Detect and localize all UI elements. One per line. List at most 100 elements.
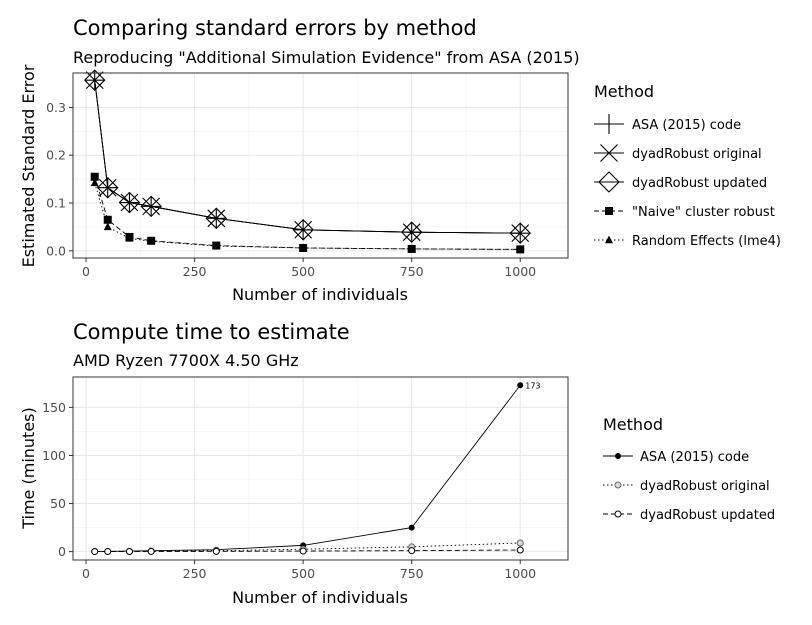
se-panel-border xyxy=(72,72,569,259)
se-y-tick-label: 0.2 xyxy=(46,148,66,163)
point-dyadrobust-updated xyxy=(205,207,228,230)
time-x-tick-label: 500 xyxy=(291,566,315,581)
time-y-axis-title: Time (minutes) xyxy=(19,407,38,530)
legend-label: dyadRobust updated xyxy=(632,176,767,191)
time-y-tick-label: 150 xyxy=(42,400,66,415)
legend-key-marker xyxy=(598,171,620,193)
point-dyadrobust-updated xyxy=(400,221,423,243)
legend-key-marker xyxy=(605,235,613,244)
point-random-effects-lme4 xyxy=(212,241,221,250)
time-grid xyxy=(73,377,568,560)
line-dyadrobust-updated xyxy=(94,80,521,234)
point-dyadrobust-updated xyxy=(96,176,119,199)
point-random-effects-lme4 xyxy=(407,244,416,253)
se-y-tick-label: 0.1 xyxy=(46,196,66,211)
point-naive-cluster-robust xyxy=(103,215,112,224)
point-dyadrobust-updated xyxy=(118,191,141,214)
point-random-effects-lme4 xyxy=(147,236,156,245)
legend-label: dyadRobust original xyxy=(640,479,770,494)
point-dyadrobust-updated xyxy=(147,547,155,555)
se-grid xyxy=(73,73,568,258)
point-dyadrobust-updated xyxy=(292,219,314,241)
series-random-effects-lme4 xyxy=(90,178,525,253)
se-x-tick-label: 250 xyxy=(183,264,207,279)
series-dyadrobust-updated xyxy=(83,69,532,244)
time-x-tick-label: 0 xyxy=(82,566,90,581)
legend-label: dyadRobust updated xyxy=(640,508,775,523)
line-dyadrobust-updated xyxy=(94,549,521,553)
legend-label: dyadRobust original xyxy=(632,147,762,162)
legend-key-marker xyxy=(614,481,622,489)
se-legend-title: Method xyxy=(594,82,654,101)
point-dyadrobust-updated xyxy=(509,222,532,244)
time-panel-background xyxy=(73,377,568,560)
legend-item-asa-2015-code: ASA (2015) code xyxy=(603,450,749,465)
legend-item-asa-2015-code: ASA (2015) code xyxy=(594,114,741,134)
se-x-tick-label: 0 xyxy=(82,264,90,279)
time-legend-title: Method xyxy=(603,415,663,434)
legend-item-dyadrobust-updated: dyadRobust updated xyxy=(603,508,775,523)
time-x-tick-label: 250 xyxy=(183,566,207,581)
time-y-tick-label: 50 xyxy=(50,496,66,511)
legend-key-marker xyxy=(614,510,622,518)
point-random-effects-lme4 xyxy=(299,243,308,252)
time-y-tick-label: 100 xyxy=(42,448,66,463)
legend-label: "Naive" cluster robust xyxy=(632,205,775,220)
legend-key-marker xyxy=(599,114,619,134)
point-dyadrobust-updated xyxy=(408,547,416,555)
point-dyadrobust-updated xyxy=(125,547,133,555)
se-chart: Comparing standard errors by method Repr… xyxy=(19,16,781,304)
legend-label: ASA (2015) code xyxy=(632,118,741,133)
time-x-tick-label: 1000 xyxy=(504,566,536,581)
se-y-tick-label: 0.0 xyxy=(46,243,66,258)
se-x-tick-label: 500 xyxy=(291,264,315,279)
legend-item-naive-cluster-robust: "Naive" cluster robust xyxy=(594,205,775,220)
series-dyadrobust-updated xyxy=(91,546,524,556)
se-x-axis-title: Number of individuals xyxy=(232,285,408,304)
legend-item-dyadrobust-original: dyadRobust original xyxy=(594,144,762,162)
point-asa-2015-code xyxy=(517,382,524,389)
se-legend: Method ASA (2015) code dyadRobust origina… xyxy=(594,82,781,249)
point-dyadrobust-updated xyxy=(91,548,99,556)
time-annotation-label: 173 xyxy=(525,381,540,390)
se-chart-subtitle: Reproducing "Additional Simulation Evide… xyxy=(73,48,580,67)
point-random-effects-lme4 xyxy=(103,222,112,231)
time-chart: Compute time to estimate AMD Ryzen 7700X… xyxy=(19,320,775,607)
point-dyadrobust-original xyxy=(516,539,524,547)
legend-key-marker xyxy=(600,144,618,162)
time-y-tick-label: 0 xyxy=(58,544,66,559)
point-asa-2015-code xyxy=(408,524,415,531)
point-dyadrobust-updated xyxy=(516,546,524,554)
point-dyadrobust-updated xyxy=(212,547,220,555)
se-chart-title: Comparing standard errors by method xyxy=(73,16,477,40)
time-ticks: 0 250 500 750 1000 0 50 100 150 xyxy=(42,400,536,581)
point-dyadrobust-original xyxy=(511,224,530,243)
point-dyadrobust-original xyxy=(85,71,104,90)
point-dyadrobust-updated xyxy=(299,547,307,555)
point-dyadrobust-updated xyxy=(140,195,162,218)
legend-item-dyadrobust-original: dyadRobust original xyxy=(603,479,770,494)
point-random-effects-lme4 xyxy=(125,234,134,242)
time-panel-border xyxy=(72,376,569,561)
time-legend: Method ASA (2015) code dyadRobust origina… xyxy=(603,415,775,523)
point-dyadrobust-updated xyxy=(83,69,106,91)
line-random-effects-lme4 xyxy=(94,182,521,250)
time-series: 173 xyxy=(91,381,541,556)
legend-item-random-effects-lme4: Random Effects (lme4) xyxy=(594,234,781,249)
point-random-effects-lme4 xyxy=(90,178,99,187)
legend-key-marker xyxy=(615,453,621,459)
se-y-tick-label: 0.3 xyxy=(46,100,66,115)
legend-label: ASA (2015) code xyxy=(640,450,749,465)
time-x-tick-label: 750 xyxy=(400,566,424,581)
se-series xyxy=(83,69,532,254)
legend-label: Random Effects (lme4) xyxy=(632,234,781,249)
legend-key-marker xyxy=(605,207,613,215)
se-x-tick-label: 1000 xyxy=(504,264,536,279)
se-y-axis-title: Estimated Standard Error xyxy=(19,64,38,267)
se-x-tick-label: 750 xyxy=(400,264,424,279)
legend-item-dyadrobust-updated: dyadRobust updated xyxy=(594,171,767,193)
point-random-effects-lme4 xyxy=(516,244,525,253)
point-naive-cluster-robust xyxy=(90,172,99,181)
time-chart-title: Compute time to estimate xyxy=(73,320,350,344)
time-chart-subtitle: AMD Ryzen 7700X 4.50 GHz xyxy=(73,351,299,370)
